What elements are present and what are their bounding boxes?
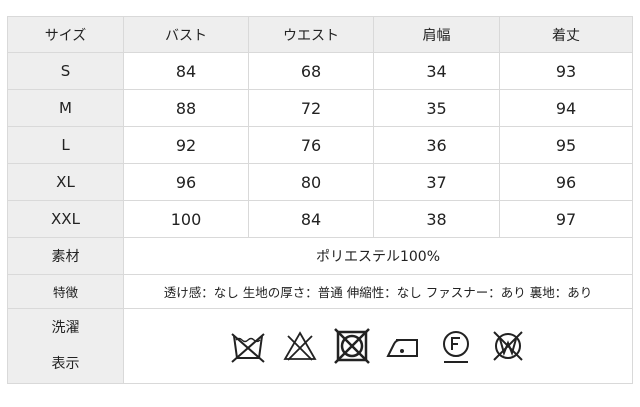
material-label: 素材 bbox=[7, 237, 124, 275]
header-shoulder: 肩幅 bbox=[373, 16, 500, 53]
header-waist: ウエスト bbox=[248, 16, 374, 53]
dry-clean-f-icon bbox=[443, 331, 469, 363]
size-cell: M bbox=[7, 89, 124, 127]
size-table: サイズ バスト ウエスト 肩幅 着丈 S 84 68 34 93 M 88 72 35 94 L… bbox=[7, 16, 633, 384]
no-wash-icon bbox=[231, 333, 265, 363]
value-cell: 84 bbox=[123, 52, 249, 90]
size-cell: L bbox=[7, 126, 124, 164]
care-row: 洗濯 表示 bbox=[7, 308, 633, 384]
value-cell: 37 bbox=[373, 163, 500, 201]
no-bleach-icon bbox=[283, 331, 317, 361]
table-row: M 88 72 35 94 bbox=[7, 89, 633, 127]
value-cell: 84 bbox=[248, 200, 374, 238]
value-cell: 35 bbox=[373, 89, 500, 127]
value-cell: 38 bbox=[373, 200, 500, 238]
table-row: L 92 76 36 95 bbox=[7, 126, 633, 164]
value-cell: 68 bbox=[248, 52, 374, 90]
care-symbols bbox=[123, 308, 633, 384]
features-value: 透け感：なし 生地の厚さ：普通 伸縮性：なし ファスナー：あり 裏地：あり bbox=[123, 274, 633, 309]
material-value: ポリエステル100% bbox=[123, 237, 633, 275]
value-cell: 100 bbox=[123, 200, 249, 238]
size-cell: XL bbox=[7, 163, 124, 201]
care-label: 洗濯 表示 bbox=[7, 308, 124, 384]
value-cell: 97 bbox=[499, 200, 633, 238]
header-bust: バスト bbox=[123, 16, 249, 53]
value-cell: 93 bbox=[499, 52, 633, 90]
header-size: サイズ bbox=[7, 16, 124, 53]
header-length: 着丈 bbox=[499, 16, 633, 53]
value-cell: 92 bbox=[123, 126, 249, 164]
value-cell: 34 bbox=[373, 52, 500, 90]
size-cell: XXL bbox=[7, 200, 124, 238]
value-cell: 88 bbox=[123, 89, 249, 127]
value-cell: 95 bbox=[499, 126, 633, 164]
value-cell: 80 bbox=[248, 163, 374, 201]
care-label-line1: 洗濯 bbox=[51, 320, 80, 336]
features-label: 特徴 bbox=[7, 274, 124, 309]
value-cell: 76 bbox=[248, 126, 374, 164]
table-row: XL 96 80 37 96 bbox=[7, 163, 633, 201]
table-row: S 84 68 34 93 bbox=[7, 52, 633, 90]
value-cell: 96 bbox=[499, 163, 633, 201]
size-cell: S bbox=[7, 52, 124, 90]
no-wet-clean-icon bbox=[493, 331, 523, 361]
no-tumble-dry-icon bbox=[334, 328, 370, 364]
care-label-line2: 表示 bbox=[51, 356, 80, 372]
value-cell: 96 bbox=[123, 163, 249, 201]
header-row: サイズ バスト ウエスト 肩幅 着丈 bbox=[7, 16, 633, 53]
value-cell: 36 bbox=[373, 126, 500, 164]
value-cell: 72 bbox=[248, 89, 374, 127]
features-row: 特徴 透け感：なし 生地の厚さ：普通 伸縮性：なし ファスナー：あり 裏地：あり bbox=[7, 274, 633, 309]
table-row: XXL 100 84 38 97 bbox=[7, 200, 633, 238]
iron-low-icon bbox=[386, 339, 418, 357]
value-cell: 94 bbox=[499, 89, 633, 127]
material-row: 素材 ポリエステル100% bbox=[7, 237, 633, 275]
